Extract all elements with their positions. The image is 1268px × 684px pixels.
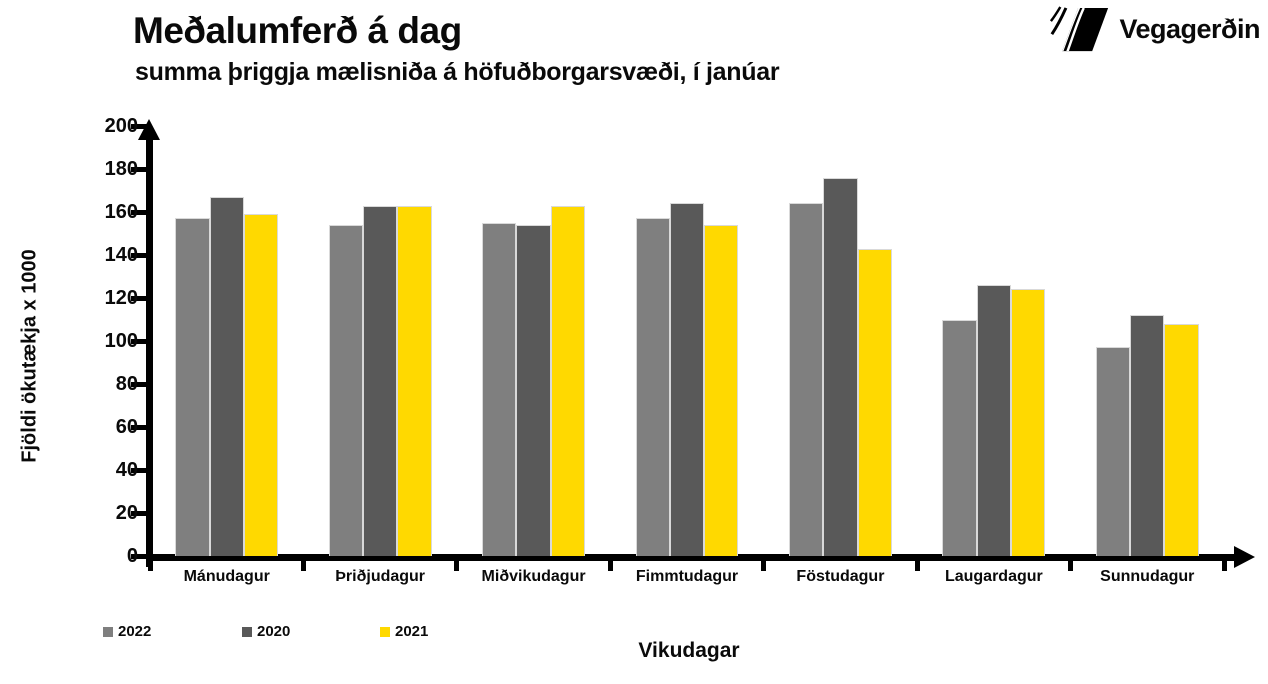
x-axis-title: Vikudagar bbox=[638, 639, 740, 662]
bar-2020-Sunnudagur bbox=[1130, 315, 1165, 556]
x-axis-line bbox=[146, 554, 1238, 561]
legend-item-2021: 2021 bbox=[380, 623, 428, 640]
x-axis-label-Þriðjudagur: Þriðjudagur bbox=[335, 568, 426, 585]
x-tick bbox=[761, 561, 767, 571]
y-tick-label: 60 bbox=[115, 416, 138, 438]
y-tick-label: 20 bbox=[115, 502, 138, 524]
bar-2020-Mánudagur bbox=[209, 196, 244, 556]
legend-item-2022: 2022 bbox=[103, 623, 151, 640]
y-axis-line bbox=[146, 130, 153, 567]
bar-2022-Mánudagur bbox=[175, 218, 210, 556]
bar-2021-Laugardagur bbox=[1011, 289, 1046, 556]
y-tick bbox=[131, 381, 147, 387]
y-tick-label: 180 bbox=[104, 158, 138, 180]
y-tick-label: 160 bbox=[104, 201, 138, 223]
y-tick-label: 0 bbox=[126, 545, 138, 567]
x-tick bbox=[607, 561, 613, 571]
legend-item-2020: 2020 bbox=[242, 623, 290, 640]
x-tick bbox=[454, 561, 460, 571]
bar-2020-Fimmtudagur bbox=[669, 203, 705, 556]
x-axis-arrow-icon bbox=[1234, 546, 1255, 568]
y-tick bbox=[131, 123, 147, 129]
bar-2022-Sunnudagur bbox=[1095, 347, 1131, 556]
x-tick bbox=[914, 561, 920, 571]
page-subtitle: summa þriggja mælisniða á höfuðborgarsvæ… bbox=[135, 58, 780, 86]
bar-2020-Föstudagur bbox=[823, 177, 858, 556]
x-axis-label-Mánudagur: Mánudagur bbox=[183, 568, 270, 585]
x-axis-label-Fimmtudagur: Fimmtudagur bbox=[635, 568, 739, 585]
vegagerdin-logo: Vegagerðin bbox=[1050, 6, 1260, 53]
y-tick bbox=[131, 424, 147, 430]
bar-2020-Laugardagur bbox=[976, 285, 1012, 556]
legend-swatch-2022 bbox=[103, 626, 113, 637]
bar-2022-Fimmtudagur bbox=[635, 218, 670, 556]
legend-label-2022: 2022 bbox=[118, 623, 152, 640]
bar-2021-Miðvikudagur bbox=[550, 205, 586, 556]
legend-label-2020: 2020 bbox=[257, 623, 291, 640]
y-tick bbox=[131, 553, 147, 559]
bar-2022-Þriðjudagur bbox=[328, 224, 363, 556]
legend-swatch-2020 bbox=[242, 626, 252, 637]
bar-2021-Þriðjudagur bbox=[397, 205, 432, 556]
y-tick bbox=[131, 209, 147, 215]
bar-2020-Miðvikudagur bbox=[516, 224, 551, 556]
y-tick-label: 40 bbox=[115, 459, 138, 481]
x-axis-label-Laugardagur: Laugardagur bbox=[944, 568, 1043, 585]
bar-2021-Föstudagur bbox=[857, 248, 892, 556]
y-axis-title: Fjöldi ökutækja x 1000 bbox=[18, 249, 41, 463]
y-tick-label: 200 bbox=[104, 115, 138, 137]
x-axis-label-Miðvikudagur: Miðvikudagur bbox=[481, 568, 586, 585]
x-tick bbox=[300, 561, 306, 571]
y-tick bbox=[131, 510, 147, 516]
x-tick bbox=[147, 561, 153, 571]
y-tick-label: 80 bbox=[115, 373, 138, 395]
x-axis-label-Sunnudagur: Sunnudagur bbox=[1100, 568, 1195, 585]
x-tick bbox=[1221, 561, 1227, 571]
bar-2022-Miðvikudagur bbox=[482, 222, 517, 556]
y-tick-label: 100 bbox=[104, 330, 138, 352]
y-tick bbox=[131, 467, 147, 473]
y-tick bbox=[131, 295, 147, 301]
vegagerdin-logo-icon bbox=[1050, 6, 1109, 52]
bar-2021-Fimmtudagur bbox=[704, 224, 739, 556]
y-tick bbox=[131, 166, 147, 172]
y-tick-label: 120 bbox=[104, 287, 138, 309]
bar-2020-Þriðjudagur bbox=[362, 205, 398, 556]
bar-2021-Mánudagur bbox=[243, 214, 279, 556]
x-axis-label-Föstudagur: Föstudagur bbox=[796, 568, 885, 585]
bar-2022-Föstudagur bbox=[788, 203, 824, 556]
legend-swatch-2021 bbox=[380, 626, 390, 637]
vegagerdin-logo-text: Vegagerðin bbox=[1119, 14, 1260, 44]
y-tick-label: 140 bbox=[104, 244, 138, 266]
y-tick bbox=[131, 338, 147, 344]
page-title: Meðalumferð á dag bbox=[133, 10, 462, 51]
y-axis-arrow-icon bbox=[138, 119, 160, 140]
y-tick bbox=[131, 252, 147, 258]
bar-2021-Sunnudagur bbox=[1164, 323, 1199, 556]
bar-2022-Laugardagur bbox=[942, 319, 977, 556]
x-tick bbox=[1068, 561, 1074, 571]
legend-label-2021: 2021 bbox=[395, 623, 429, 640]
